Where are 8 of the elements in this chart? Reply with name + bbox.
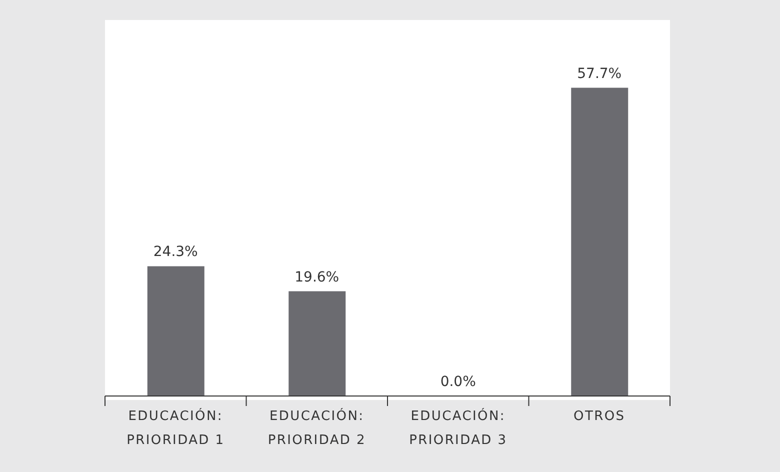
- x-tick-label: EDUCACIÓN: PRIORIDAD 3: [409, 407, 508, 448]
- data-label: 0.0%: [440, 374, 476, 390]
- data-label: 24.3%: [153, 244, 198, 260]
- x-tick-label: EDUCACIÓN: PRIORIDAD 2: [268, 407, 366, 448]
- x-tick-label: OTROS: [574, 409, 626, 424]
- x-tick-label: EDUCACIÓN: PRIORIDAD 1: [126, 407, 225, 448]
- data-label: 19.6%: [294, 269, 340, 286]
- data-label: 57.7%: [577, 66, 622, 82]
